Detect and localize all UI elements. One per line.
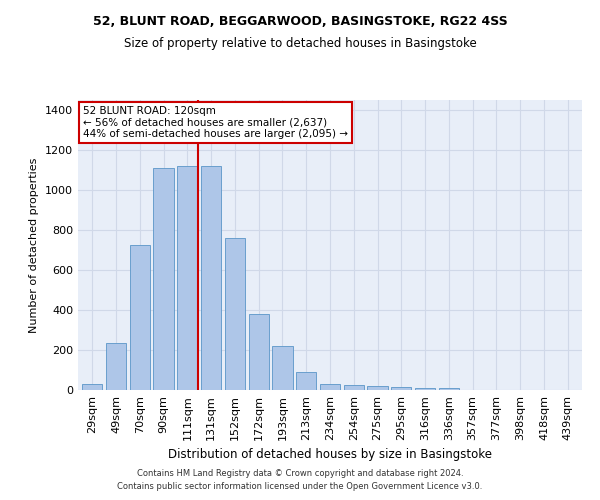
Bar [439, 388, 459, 390]
Bar [177, 166, 197, 390]
Bar [296, 372, 316, 390]
Text: Contains HM Land Registry data © Crown copyright and database right 2024.: Contains HM Land Registry data © Crown c… [137, 468, 463, 477]
Bar [248, 314, 269, 390]
Bar [225, 238, 245, 390]
Bar [106, 343, 126, 390]
Bar [367, 386, 388, 390]
Bar [154, 168, 173, 390]
Text: 52, BLUNT ROAD, BEGGARWOOD, BASINGSTOKE, RG22 4SS: 52, BLUNT ROAD, BEGGARWOOD, BASINGSTOKE,… [92, 15, 508, 28]
Text: Contains public sector information licensed under the Open Government Licence v3: Contains public sector information licen… [118, 482, 482, 491]
Bar [320, 384, 340, 390]
Bar [82, 384, 103, 390]
Bar [201, 166, 221, 390]
Bar [344, 385, 364, 390]
Bar [130, 245, 150, 390]
Bar [391, 387, 412, 390]
Text: Size of property relative to detached houses in Basingstoke: Size of property relative to detached ho… [124, 38, 476, 51]
X-axis label: Distribution of detached houses by size in Basingstoke: Distribution of detached houses by size … [168, 448, 492, 461]
Y-axis label: Number of detached properties: Number of detached properties [29, 158, 40, 332]
Text: 52 BLUNT ROAD: 120sqm
← 56% of detached houses are smaller (2,637)
44% of semi-d: 52 BLUNT ROAD: 120sqm ← 56% of detached … [83, 106, 348, 139]
Bar [272, 346, 293, 390]
Bar [415, 388, 435, 390]
